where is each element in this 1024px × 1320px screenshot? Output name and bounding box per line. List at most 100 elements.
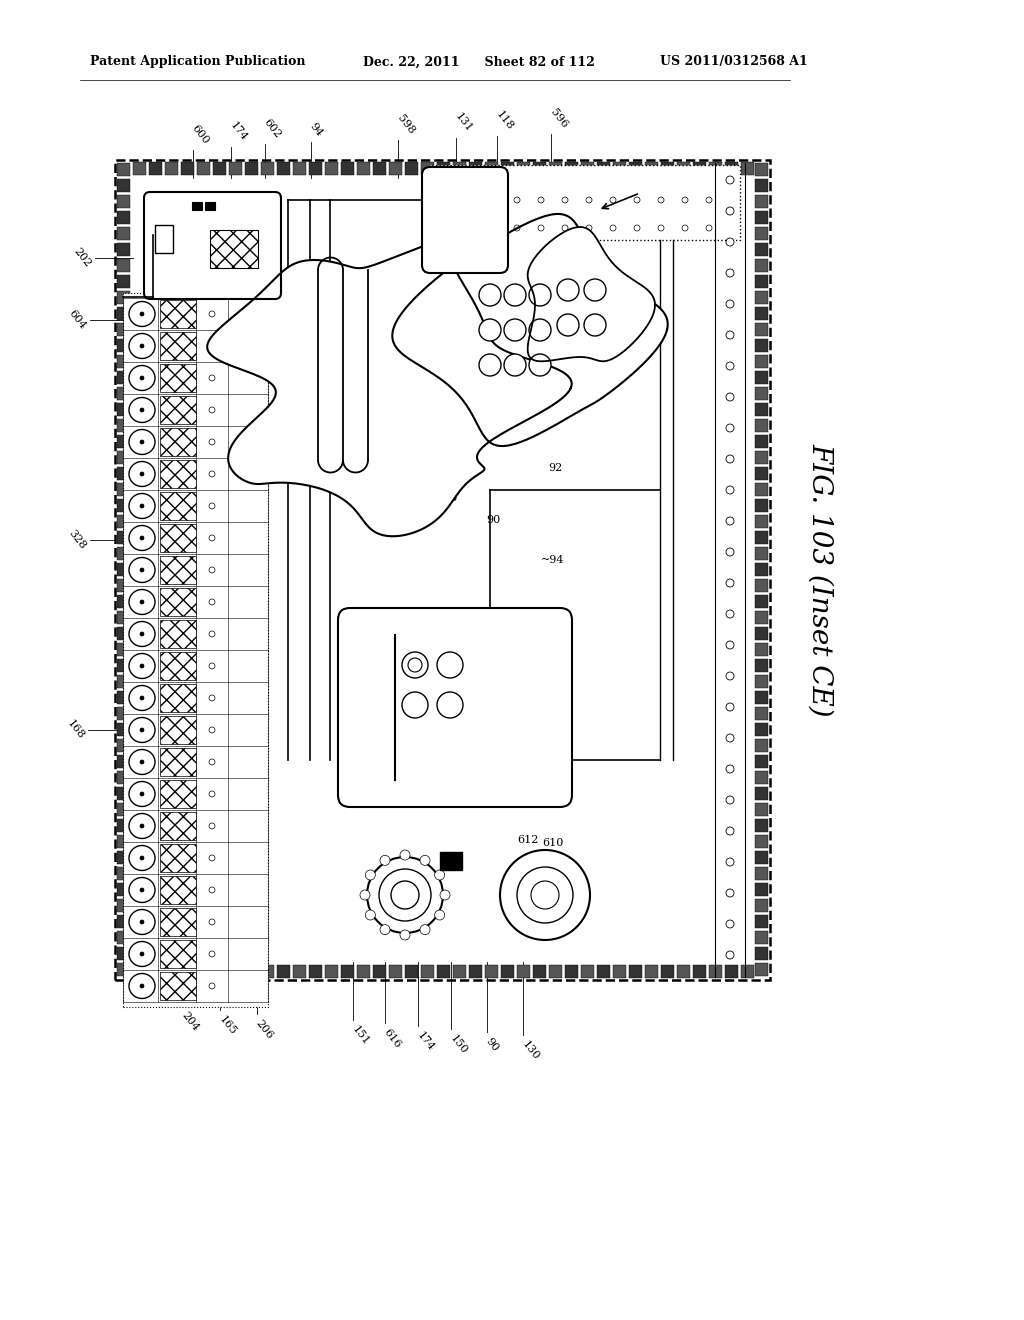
Bar: [117, 643, 130, 656]
Bar: [421, 965, 434, 978]
Bar: [160, 652, 196, 680]
Circle shape: [209, 887, 215, 894]
Circle shape: [367, 857, 443, 933]
Circle shape: [517, 867, 573, 923]
Bar: [325, 965, 338, 978]
Bar: [755, 723, 768, 737]
Bar: [117, 946, 130, 960]
Bar: [117, 564, 130, 576]
Bar: [755, 290, 768, 304]
Circle shape: [209, 983, 215, 989]
Bar: [709, 162, 722, 176]
Circle shape: [514, 224, 520, 231]
Circle shape: [209, 407, 215, 413]
Circle shape: [726, 517, 734, 525]
Circle shape: [726, 455, 734, 463]
Bar: [755, 339, 768, 352]
FancyBboxPatch shape: [144, 191, 281, 300]
Circle shape: [434, 870, 444, 880]
Circle shape: [726, 269, 734, 277]
Circle shape: [726, 766, 734, 774]
Circle shape: [408, 657, 422, 672]
Text: 616: 616: [382, 1027, 403, 1049]
Bar: [755, 180, 768, 191]
Circle shape: [391, 880, 419, 909]
Bar: [741, 162, 754, 176]
Circle shape: [634, 197, 640, 203]
Text: 96: 96: [398, 660, 412, 671]
Bar: [117, 211, 130, 224]
Bar: [278, 965, 290, 978]
Bar: [629, 162, 642, 176]
Bar: [160, 812, 196, 840]
Bar: [755, 643, 768, 656]
Circle shape: [442, 224, 449, 231]
Bar: [160, 587, 196, 616]
Bar: [755, 803, 768, 816]
Bar: [755, 931, 768, 944]
Circle shape: [466, 197, 472, 203]
Bar: [117, 546, 130, 560]
Bar: [755, 355, 768, 368]
Circle shape: [209, 919, 215, 925]
Circle shape: [584, 279, 606, 301]
Bar: [117, 290, 130, 304]
Circle shape: [726, 579, 734, 587]
Circle shape: [586, 197, 592, 203]
Ellipse shape: [129, 301, 155, 326]
Text: 150: 150: [449, 1034, 469, 1056]
Circle shape: [584, 314, 606, 337]
Ellipse shape: [129, 974, 155, 998]
Bar: [755, 851, 768, 865]
Bar: [133, 965, 146, 978]
Bar: [160, 780, 196, 808]
Bar: [755, 227, 768, 240]
Bar: [373, 162, 386, 176]
Bar: [581, 965, 594, 978]
Circle shape: [140, 952, 144, 956]
Text: 151: 151: [350, 1024, 371, 1047]
Bar: [755, 915, 768, 928]
Text: 165: 165: [217, 1014, 238, 1038]
Ellipse shape: [129, 718, 155, 742]
Bar: [755, 946, 768, 960]
Bar: [117, 627, 130, 640]
Circle shape: [479, 284, 501, 306]
Text: 328: 328: [67, 528, 88, 552]
Circle shape: [437, 692, 463, 718]
Circle shape: [726, 548, 734, 556]
Circle shape: [726, 888, 734, 898]
Bar: [755, 867, 768, 880]
Bar: [115, 160, 770, 979]
Text: 90: 90: [485, 515, 500, 525]
Circle shape: [420, 924, 430, 935]
Bar: [373, 965, 386, 978]
Bar: [205, 202, 215, 210]
Bar: [549, 965, 562, 978]
Bar: [549, 162, 562, 176]
Bar: [430, 165, 740, 240]
Bar: [755, 771, 768, 784]
Bar: [117, 675, 130, 688]
Circle shape: [140, 536, 144, 540]
Polygon shape: [527, 227, 655, 362]
Bar: [755, 403, 768, 416]
Text: 612: 612: [517, 836, 539, 845]
Bar: [117, 308, 130, 319]
Circle shape: [529, 354, 551, 376]
Bar: [755, 195, 768, 209]
Text: 94: 94: [308, 120, 325, 139]
Bar: [389, 965, 402, 978]
Bar: [117, 755, 130, 768]
Bar: [309, 965, 322, 978]
Text: 174: 174: [382, 915, 403, 925]
Circle shape: [209, 631, 215, 638]
Circle shape: [726, 362, 734, 370]
Circle shape: [209, 375, 215, 381]
Bar: [421, 162, 434, 176]
Bar: [181, 965, 194, 978]
Circle shape: [634, 224, 640, 231]
Bar: [181, 162, 194, 176]
Circle shape: [726, 331, 734, 339]
Bar: [150, 162, 162, 176]
